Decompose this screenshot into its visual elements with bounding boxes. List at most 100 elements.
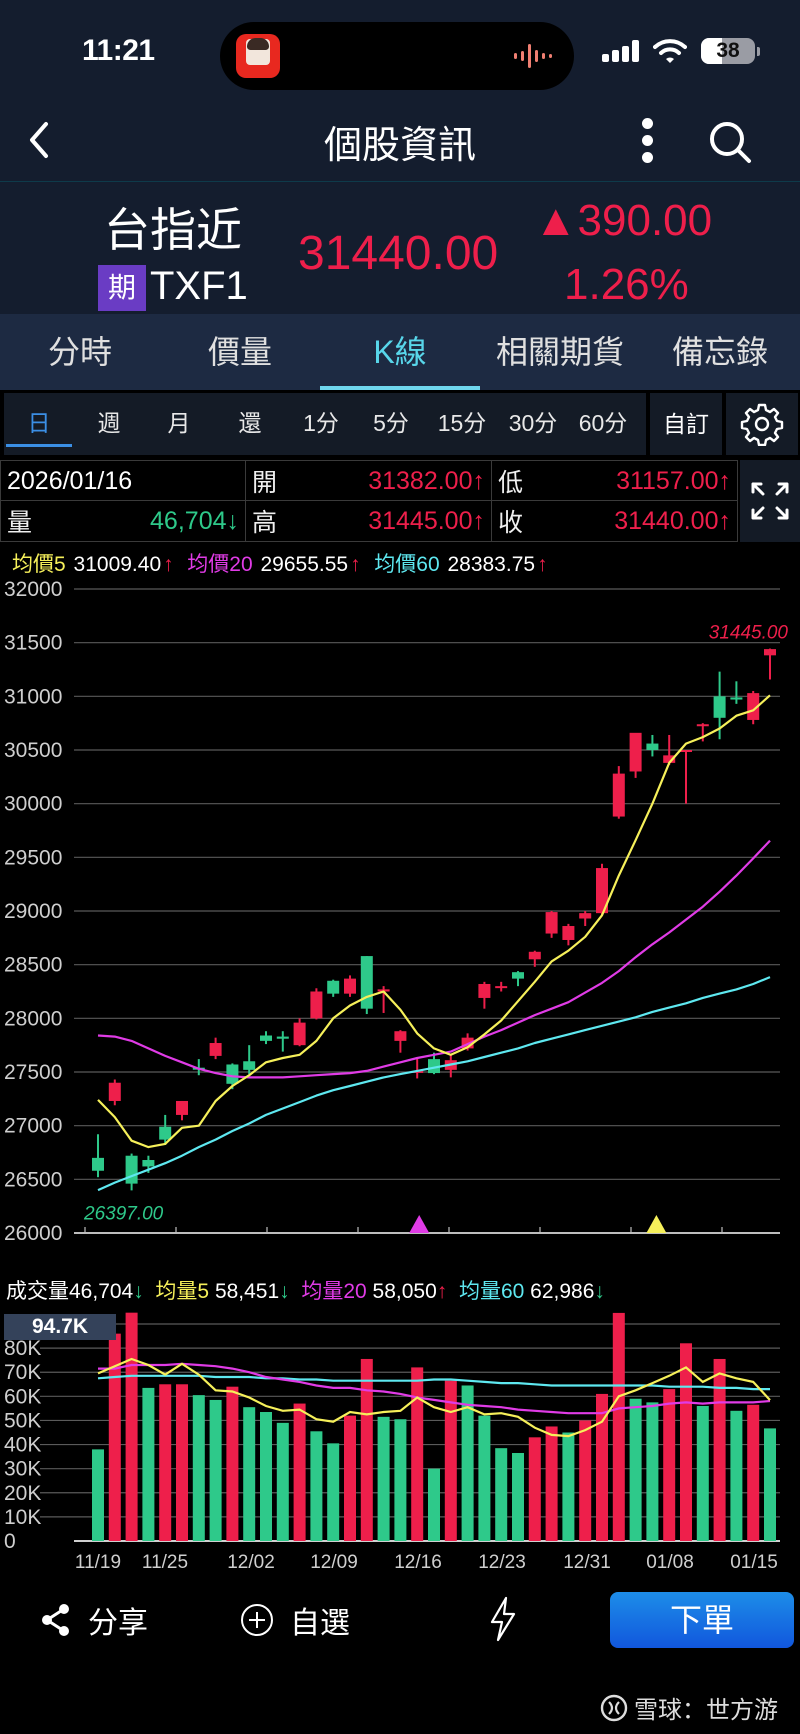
mv5-arrow: ↓ [279,1280,290,1303]
battery-icon: 38 [701,38,755,64]
ohlc-date: 2026/01/16 [1,461,246,501]
volume-max-tag: 94.7K [4,1314,116,1340]
svg-text:11/25: 11/25 [142,1552,188,1573]
svg-text:26000: 26000 [4,1222,62,1245]
ma60-arrow: ↑ [537,553,548,576]
period-60min[interactable]: 60分 [578,410,628,436]
volume-chart[interactable]: 010K20K30K40K50K60K70K80K90K11/1911/2512… [0,1300,800,1580]
ohlc-table: 2026/01/16 開 31382.00↑ 低 31157.00↑ 量 46,704… [0,460,738,542]
audio-waveform-icon [514,44,552,68]
dynamic-island[interactable] [220,22,574,90]
ma-legend: 均價5 31009.40↑ 均價20 29655.55↑ 均價60 28383.… [12,548,550,578]
svg-text:12/31: 12/31 [563,1552,611,1573]
candlestick-chart[interactable]: 32000 31500 31000 30500 30000 29500 29000 28500… [0,560,800,1260]
tab-related-futures[interactable]: 相關期貨 [495,334,624,370]
high-value: 31445.00↑ [368,506,485,535]
mv60-arrow: ↓ [594,1280,605,1303]
svg-text:27500: 27500 [4,1061,62,1084]
settings-button[interactable] [726,393,798,455]
add-watchlist-button[interactable]: 自選 [240,1598,350,1642]
price-change: ▲390.00 [534,196,713,245]
share-icon [42,1604,69,1636]
volume-arrow: ↓ [133,1280,144,1303]
mv20-arrow: ↑ [436,1280,448,1303]
svg-text:12/16: 12/16 [394,1552,442,1573]
tab-kline[interactable]: K線 [320,314,480,390]
period-30min[interactable]: 30分 [508,410,558,436]
volume-value: 46,704↓ [150,506,239,535]
tab-price-volume[interactable]: 價量 [207,334,272,370]
period-1min[interactable]: 1分 [303,410,339,436]
svg-text:26397.00: 26397.00 [83,1203,164,1224]
page-title: 個股資訊 [323,125,476,167]
svg-text:30000: 30000 [4,793,62,816]
place-order-button[interactable]: 下單 [610,1592,794,1648]
svg-text:0: 0 [4,1530,16,1553]
custom-period-button[interactable]: 自訂 [650,393,722,455]
svg-text:31500: 31500 [4,632,62,655]
mv20-label: 均量20 [301,1280,367,1303]
ma60-value: 28383.75 [447,553,536,576]
mv60-label: 均量60 [458,1280,525,1303]
svg-text:30500: 30500 [4,739,62,762]
volume-legend-label: 成交量 [6,1280,69,1303]
ma20-arrow: ↑ [350,553,361,576]
add-circle-icon [241,1604,273,1636]
volume-label: 量 [7,509,33,537]
nav-bar: 個股資訊 [0,100,800,182]
back-icon[interactable] [20,118,60,162]
svg-text:28000: 28000 [4,1007,62,1030]
mv20-value: 58,050 [372,1280,437,1303]
period-month[interactable]: 月 [167,410,191,436]
svg-text:31445.00: 31445.00 [709,623,789,644]
period-5min[interactable]: 5分 [373,410,409,436]
volume-legend: 成交量46,704↓ 均量5 58,451↓ 均量20 58,050↑ 均量60… [6,1275,605,1305]
svg-text:11/19: 11/19 [75,1552,121,1573]
svg-text:60K: 60K [4,1385,41,1408]
share-button[interactable]: 分享 [40,1598,148,1642]
svg-text:12/09: 12/09 [310,1552,358,1573]
app-thumbnail-icon [236,34,280,78]
svg-text:70K: 70K [4,1361,41,1384]
quote-header: 台指近 期 TXF1 31440.00 ▲390.00 1.26% [0,182,800,314]
battery-level: 38 [716,39,740,62]
period-day[interactable]: 日 [4,393,74,455]
ma5-label: 均價5 [12,553,66,576]
svg-text:01/08: 01/08 [646,1552,694,1573]
tab-bar: 分時 價量 K線 相關期貨 備忘錄 [0,314,800,390]
mv60-value: 62,986 [530,1280,595,1303]
svg-text:12/02: 12/02 [227,1552,275,1573]
fullscreen-button[interactable] [740,460,800,542]
wifi-icon [653,39,687,63]
period-adjusted[interactable]: 還 [238,410,262,436]
instrument-code: TXF1 [150,264,248,308]
bottom-action-bar: 分享 自選 [0,1580,800,1670]
svg-text:30K: 30K [4,1458,41,1481]
xueqiu-logo-icon [600,1694,628,1721]
ma20-label: 均價20 [187,553,253,576]
lightning-icon[interactable] [488,1596,518,1642]
tab-memo[interactable]: 備忘錄 [671,334,768,370]
mv5-value: 58,451 [214,1280,280,1303]
high-label: 高 [252,509,278,537]
open-value: 31382.00↑ [368,466,485,495]
expand-icon [751,482,789,520]
futures-badge: 期 [98,265,146,311]
watermark: 雪球：世方游 [600,1690,778,1725]
more-vertical-icon[interactable] [632,118,662,166]
watchlist-label: 自選 [290,1607,350,1640]
period-15min[interactable]: 15分 [437,410,487,436]
price-change-pct: 1.26% [564,260,689,309]
close-label: 收 [498,509,524,537]
period-week[interactable]: 週 [97,410,121,436]
ma5-value: 31009.40 [73,553,162,576]
open-label: 開 [252,469,278,497]
low-label: 低 [498,469,524,497]
tab-intraday[interactable]: 分時 [47,334,112,370]
search-icon[interactable] [706,118,754,166]
gear-icon [740,403,784,446]
svg-text:01/15: 01/15 [730,1552,778,1573]
system-icons: 38 [602,38,760,64]
svg-text:29500: 29500 [4,846,62,869]
cellular-signal-icon [602,40,639,62]
